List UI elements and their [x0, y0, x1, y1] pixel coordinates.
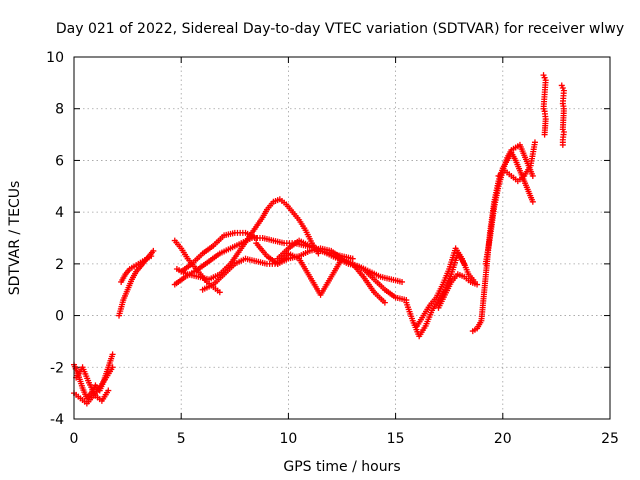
x-tick-label: 5 [177, 431, 186, 447]
data-point [529, 198, 536, 205]
x-tick-label: 15 [387, 431, 405, 447]
data-point [381, 299, 388, 306]
data-series [71, 72, 567, 407]
y-tick-label: -2 [50, 360, 64, 376]
x-tick-label: 25 [601, 431, 619, 447]
y-axis-label: SDTVAR / TECUs [7, 181, 23, 296]
series-s11 [253, 240, 388, 306]
data-point [148, 253, 155, 260]
axis-ticks [73, 56, 611, 420]
data-point [531, 139, 538, 146]
series-s9 [173, 196, 322, 283]
data-point [349, 255, 356, 262]
y-tick-label: 0 [55, 309, 64, 325]
series-s4 [116, 247, 157, 319]
plot-frame [73, 56, 611, 420]
x-axis-label: GPS time / hours [283, 459, 400, 475]
data-point [474, 281, 481, 288]
y-tick-label: 8 [55, 102, 64, 118]
series-s15 [435, 271, 481, 311]
y-tick-labels: -4 -2 0 2 4 6 8 10 [46, 50, 64, 428]
data-point [253, 235, 260, 241]
data-point [529, 172, 536, 179]
data-point [109, 351, 116, 358]
y-tick-label: 2 [55, 257, 64, 273]
data-point [559, 141, 566, 148]
series-s18 [495, 139, 538, 185]
data-point [399, 278, 406, 285]
data-point [150, 247, 157, 254]
data-point [109, 364, 116, 371]
y-tick-label: 10 [46, 50, 64, 66]
series-s19 [540, 72, 549, 138]
x-tick-label: 10 [279, 431, 297, 447]
x-tick-label: 20 [494, 431, 512, 447]
chart-title: Day 021 of 2022, Sidereal Day-to-day VTE… [56, 21, 624, 37]
y-tick-label: -4 [50, 412, 64, 428]
y-tick-label: 6 [55, 153, 64, 169]
x-tick-label: 0 [70, 431, 79, 447]
y-tick-label: 4 [55, 205, 64, 221]
x-tick-labels: 0 5 10 15 20 25 [70, 431, 619, 447]
series-s20 [558, 82, 567, 148]
data-point [541, 131, 548, 138]
grid-lines [74, 57, 610, 419]
series-s12 [274, 237, 356, 262]
data-point [216, 289, 223, 296]
data-point [105, 387, 112, 394]
series-s5 [118, 253, 155, 285]
